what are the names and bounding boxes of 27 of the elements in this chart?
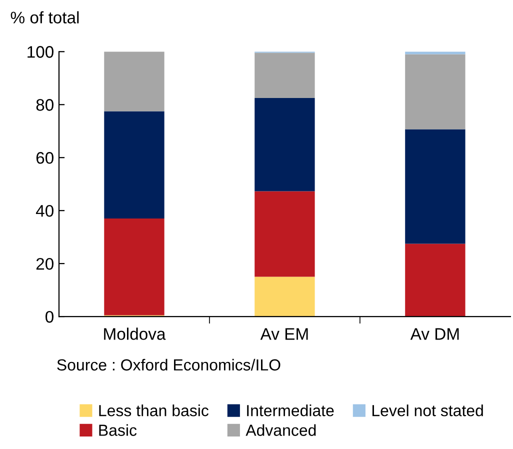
bar [104, 111, 164, 219]
legend-label: Level not stated [372, 404, 483, 416]
y-tick-label: 80 [36, 99, 54, 111]
bar [254, 191, 315, 277]
bar [405, 52, 466, 54]
bar [104, 218, 164, 316]
y-tick-label: 100 [28, 46, 54, 58]
bar [254, 98, 315, 192]
y-tick-label: 20 [36, 258, 54, 270]
bar [405, 54, 466, 130]
x-tick-label: Av EM [260, 328, 308, 340]
y-axis-title: % of total [10, 11, 79, 24]
y-tick-label: 60 [36, 152, 54, 164]
legend-label: Basic [99, 424, 137, 436]
legend-label: Advanced [246, 424, 316, 436]
y-tick-label: 40 [36, 204, 54, 217]
legend-label: Less than basic [99, 404, 209, 416]
bar [405, 244, 466, 317]
bar [104, 52, 164, 112]
legend-label: Intermediate [247, 404, 334, 416]
bar [254, 276, 315, 317]
bar [405, 129, 466, 244]
bar [254, 52, 315, 98]
x-tick-label: Moldova [104, 328, 166, 340]
x-tick-label: Av DM [410, 328, 459, 340]
source-note: Source : Oxford Economics/ILO [57, 358, 280, 371]
y-tick-label: 0 [46, 310, 54, 323]
